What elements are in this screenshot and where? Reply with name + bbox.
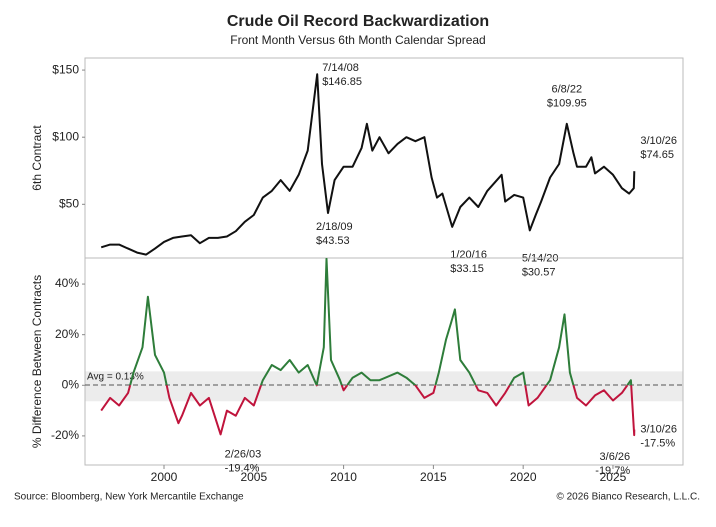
- annotation-date: 3/10/26: [640, 135, 677, 147]
- series-line: [100, 73, 636, 256]
- y-tick-label: 40%: [55, 276, 79, 290]
- annotation-label: $33.15: [450, 263, 484, 275]
- chart-title: Crude Oil Record Backwardization: [227, 13, 489, 30]
- annotation-label: -17.5%: [640, 437, 675, 449]
- annotation-date: 3/10/26: [640, 423, 677, 435]
- annotation-label: $74.65: [640, 149, 674, 161]
- annotation-label: $146.85: [322, 76, 362, 88]
- annotation-date: 6/8/22: [552, 84, 583, 96]
- y-tick-label: 20%: [55, 327, 79, 341]
- source: Source: Bloomberg, New York Mercantile E…: [14, 492, 244, 503]
- y-tick-label: -20%: [51, 428, 79, 442]
- x-tick-label: 2015: [420, 470, 447, 484]
- y-tick-label: $100: [52, 129, 79, 143]
- y-tick-label: $150: [52, 62, 79, 76]
- series-line-positive: [129, 258, 633, 386]
- annotation-label: -19.7%: [595, 465, 630, 477]
- annotation-date: 2/18/09: [316, 221, 353, 233]
- annotation-date: 3/6/26: [600, 451, 631, 463]
- plot-frame: [84, 57, 684, 259]
- series-line-negative: [100, 385, 636, 437]
- annotation-date: 2/26/03: [225, 448, 262, 460]
- annotation-label: $43.53: [316, 235, 350, 247]
- annotation-date: 7/14/08: [322, 62, 359, 74]
- y-axis-label: % Difference Between Contracts: [30, 275, 44, 448]
- avg-label: Avg = 0.13%: [87, 372, 144, 383]
- shaded-band: [85, 371, 683, 402]
- chart-subtitle: Front Month Versus 6th Month Calendar Sp…: [230, 33, 485, 47]
- y-tick-label: 0%: [62, 377, 80, 391]
- y-tick-label: $50: [59, 196, 79, 210]
- x-tick-label: 2000: [151, 470, 178, 484]
- annotation-label: $109.95: [547, 98, 587, 110]
- y-axis-label: 6th Contract: [30, 125, 44, 191]
- annotation-label: $30.57: [522, 266, 556, 278]
- x-tick-label: 2020: [510, 470, 537, 484]
- annotation-date: 1/20/16: [450, 249, 487, 261]
- annotation-label: -19.4%: [225, 462, 260, 474]
- x-tick-label: 2005: [240, 470, 267, 484]
- x-tick-label: 2010: [330, 470, 357, 484]
- copyright: © 2026 Bianco Research, L.L.C.: [556, 492, 700, 503]
- plot-frame: [84, 257, 684, 466]
- x-tick-label: 2025: [600, 470, 627, 484]
